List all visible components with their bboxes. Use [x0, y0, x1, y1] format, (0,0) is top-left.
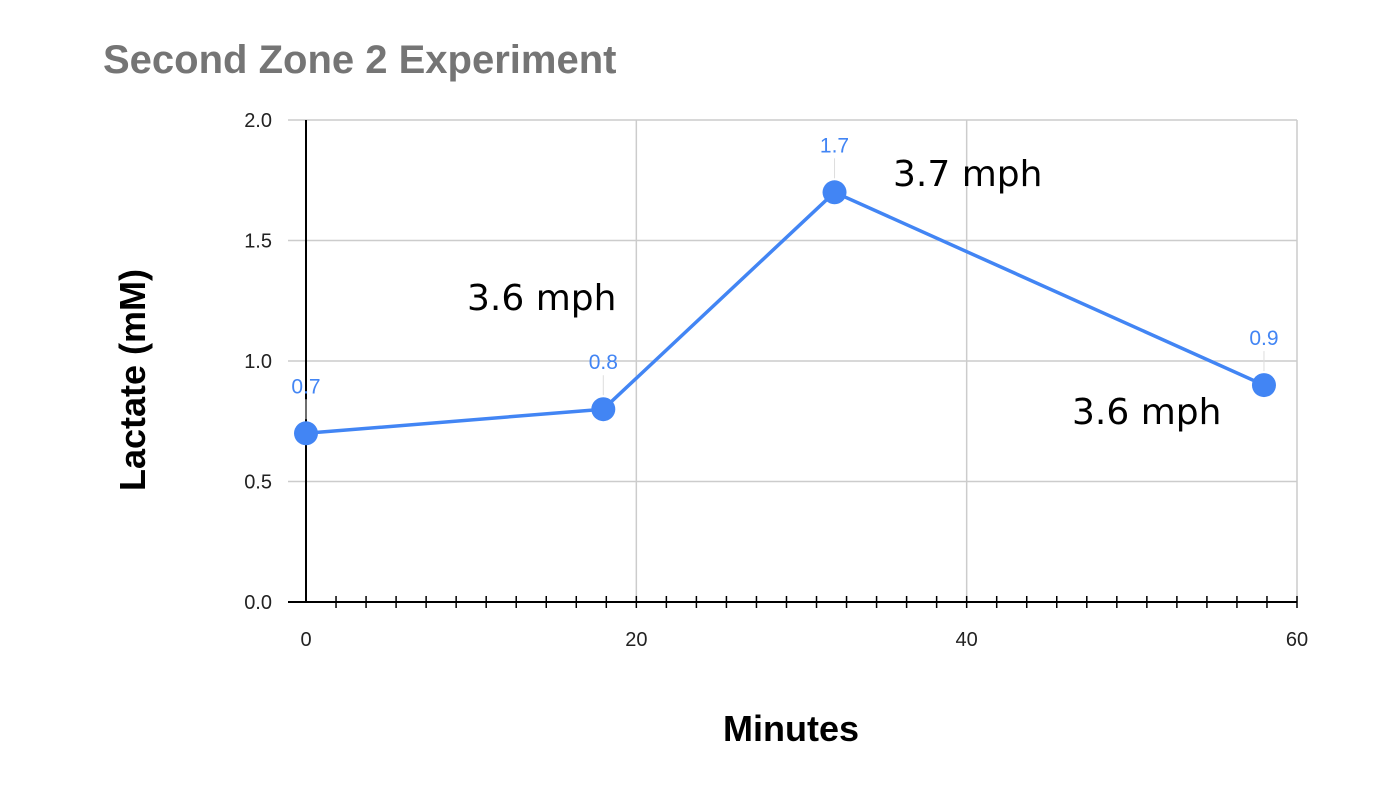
y-tick-labels: 0.0 0.5 1.0 1.5 2.0 — [244, 110, 272, 614]
x-tick-label-40: 40 — [956, 629, 978, 651]
data-point-0 — [294, 421, 318, 446]
x-axis-title: Minutes — [723, 708, 859, 749]
x-tick-label-0: 0 — [300, 629, 311, 651]
series-layer — [294, 180, 1276, 446]
series-line — [305, 190, 1265, 436]
axes — [288, 120, 1297, 603]
x-tick-labels: 0 20 40 60 — [300, 629, 1308, 651]
annotation-speed-2: 3.7 mph — [893, 154, 1042, 195]
x-tick-label-60: 60 — [1286, 629, 1308, 651]
data-point-32 — [822, 180, 847, 205]
annotation-speed-3: 3.6 mph — [1072, 392, 1221, 433]
data-labels: 0.7 0.8 1.7 0.9 — [291, 134, 1279, 420]
y-tick-label-1.5: 1.5 — [244, 231, 272, 253]
data-label-58: 0.9 — [1249, 327, 1278, 350]
y-tick-label-0.0: 0.0 — [244, 592, 272, 614]
chart-title: Second Zone 2 Experiment — [103, 38, 616, 82]
y-axis-title: Lactate (mM) — [112, 269, 153, 491]
data-label-0: 0.7 — [291, 375, 320, 398]
x-tick-label-20: 20 — [625, 629, 647, 651]
y-tick-label-0.5: 0.5 — [244, 472, 272, 494]
data-label-32: 1.7 — [820, 134, 849, 157]
y-tick-label-2.0: 2.0 — [244, 110, 272, 132]
gridlines — [288, 119, 1298, 602]
data-point-18 — [591, 397, 616, 422]
data-point-58 — [1251, 373, 1276, 398]
annotation-speed-1: 3.6 mph — [467, 278, 616, 319]
data-label-18: 0.8 — [589, 351, 618, 374]
y-tick-label-1.0: 1.0 — [244, 351, 272, 373]
